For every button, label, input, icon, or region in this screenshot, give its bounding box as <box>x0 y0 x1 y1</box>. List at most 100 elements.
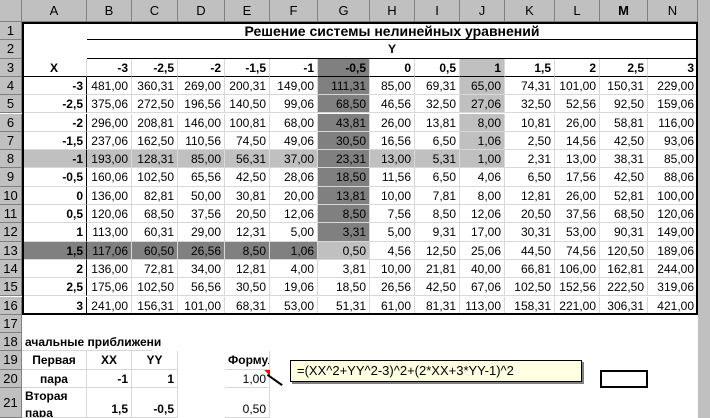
column-header[interactable]: H <box>370 0 415 22</box>
table-value: 30,50 <box>318 131 370 151</box>
column-header[interactable]: E <box>225 0 270 22</box>
table-value: 12,81 <box>505 186 555 205</box>
y-value: -1,5 <box>225 58 270 77</box>
row-header[interactable]: 14 <box>0 259 22 279</box>
table-value: 46,56 <box>370 95 415 114</box>
table-value: 52,81 <box>600 186 648 205</box>
row-header[interactable]: 9 <box>0 168 22 187</box>
x-value: 0,5 <box>22 205 87 224</box>
table-value: 9,31 <box>415 223 460 242</box>
table-value: 196,56 <box>178 95 225 114</box>
x-value: 1 <box>22 223 87 242</box>
column-header[interactable]: N <box>648 0 698 22</box>
x-value: -3 <box>22 76 87 96</box>
row-header[interactable]: 7 <box>0 131 22 151</box>
table-value: 8,00 <box>460 113 505 132</box>
table-value: 16,56 <box>370 131 415 151</box>
row-header[interactable]: 16 <box>0 296 22 315</box>
table-value: 90,31 <box>600 223 648 242</box>
table-value: 37,56 <box>555 205 600 224</box>
table-value: 5,00 <box>270 223 318 242</box>
pair-label: пара <box>22 369 87 388</box>
row-header[interactable]: 21 <box>0 388 22 418</box>
table-value: 74,56 <box>555 241 600 260</box>
column-header[interactable]: J <box>460 0 505 22</box>
table-value: 56,56 <box>178 278 225 297</box>
column-header[interactable]: D <box>178 0 225 22</box>
row-header[interactable]: 12 <box>0 223 22 242</box>
y-value: -1 <box>270 58 318 77</box>
column-header[interactable]: G <box>318 0 370 22</box>
table-value: 102,50 <box>505 278 555 297</box>
formula-result: 0,50 <box>225 388 270 418</box>
row-header[interactable]: 3 <box>0 58 22 77</box>
row-header[interactable]: 5 <box>0 95 22 114</box>
row-header[interactable]: 8 <box>0 150 22 169</box>
row-header[interactable]: 20 <box>0 369 22 388</box>
column-header[interactable]: F <box>270 0 318 22</box>
table-value: 30,31 <box>505 223 555 242</box>
row-header[interactable]: 6 <box>0 113 22 132</box>
table-value: 30,81 <box>225 186 270 205</box>
table-value: 2,50 <box>505 131 555 151</box>
table-value: 120,50 <box>600 241 648 260</box>
table-value: 37,56 <box>178 205 225 224</box>
table-value: 82,81 <box>132 186 178 205</box>
row-header[interactable]: 1 <box>0 22 22 41</box>
table-value: 49,06 <box>270 131 318 151</box>
table-value: 117,06 <box>87 241 132 260</box>
table-value: 50,00 <box>178 186 225 205</box>
table-value: 5,00 <box>370 223 415 242</box>
table-value: 136,00 <box>87 186 132 205</box>
table-value: 150,31 <box>600 76 648 96</box>
table-value: 110,56 <box>178 131 225 151</box>
row-header[interactable]: 13 <box>0 241 22 260</box>
table-value: 12,06 <box>460 205 505 224</box>
table-value: 19,06 <box>270 278 318 297</box>
table-value: 21,81 <box>415 259 460 279</box>
column-header[interactable]: A <box>22 0 87 22</box>
column-header[interactable]: L <box>555 0 600 22</box>
row-header[interactable]: 10 <box>0 186 22 205</box>
table-value: 222,50 <box>600 278 648 297</box>
xx-value: 1,5 <box>87 388 132 418</box>
table-value: 99,06 <box>270 95 318 114</box>
column-header[interactable]: B <box>87 0 132 22</box>
table-value: 296,00 <box>87 113 132 132</box>
column-header[interactable]: K <box>505 0 555 22</box>
table-value: 102,50 <box>132 168 178 187</box>
comment-box: =(XX^2+YY^2-3)^2+(2*XX+3*YY-1)^2 <box>290 360 582 382</box>
row-header[interactable]: 17 <box>0 314 22 334</box>
table-value: 7,56 <box>370 205 415 224</box>
row-header[interactable]: 19 <box>0 351 22 370</box>
corner[interactable] <box>0 0 22 22</box>
column-header[interactable]: I <box>415 0 460 22</box>
table-value: 375,06 <box>87 95 132 114</box>
selected-cell[interactable] <box>600 369 648 388</box>
table-value: 10,00 <box>370 186 415 205</box>
column-header[interactable]: M <box>600 0 648 22</box>
x-value: 2,5 <box>22 278 87 297</box>
row-header[interactable]: 11 <box>0 205 22 224</box>
table-value: 26,00 <box>555 113 600 132</box>
table-value: 34,00 <box>178 259 225 279</box>
table-value: 26,00 <box>370 113 415 132</box>
comment-marker <box>264 369 270 376</box>
table-value: 38,31 <box>600 150 648 169</box>
table-value: 1,00 <box>460 150 505 169</box>
row-header[interactable]: 15 <box>0 278 22 297</box>
row-header[interactable]: 2 <box>0 40 22 59</box>
row-header[interactable]: 18 <box>0 333 22 352</box>
table-border <box>22 22 698 315</box>
y-value: -0,5 <box>318 58 370 77</box>
table-value: 111,31 <box>318 76 370 96</box>
column-header[interactable]: C <box>132 0 178 22</box>
table-value: 12,81 <box>225 259 270 279</box>
row-header[interactable]: 4 <box>0 76 22 96</box>
y-value: 0,5 <box>415 58 460 77</box>
table-value: 200,31 <box>225 76 270 96</box>
table-value: 68,50 <box>600 205 648 224</box>
table-value: 100,81 <box>225 113 270 132</box>
formula-result: 1,00 <box>225 369 270 388</box>
